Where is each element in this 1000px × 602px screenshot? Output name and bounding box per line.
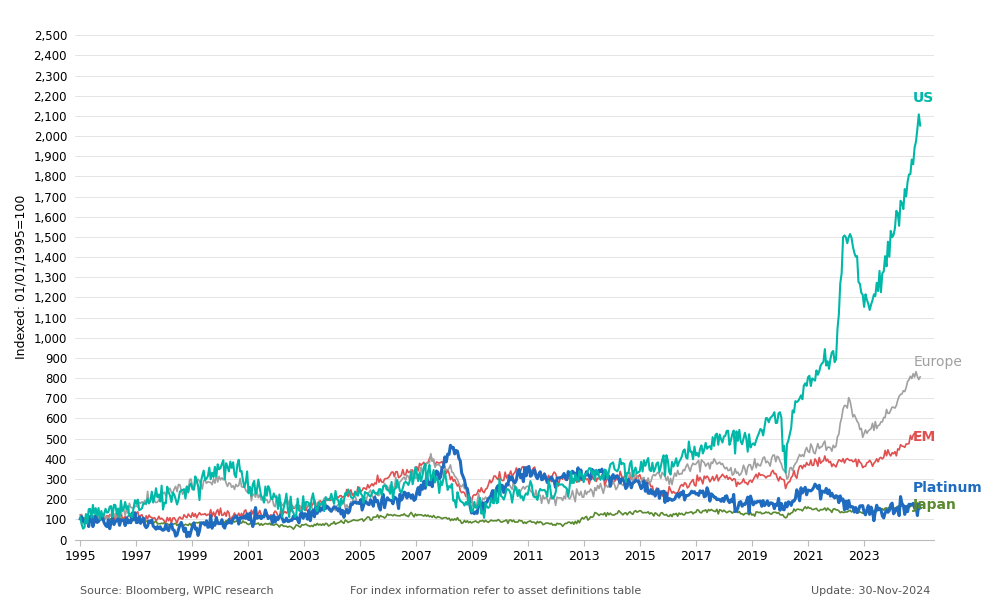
Text: Europe: Europe xyxy=(913,355,962,369)
Text: EM: EM xyxy=(913,430,936,444)
Text: US: US xyxy=(913,91,934,105)
Text: Source: Bloomberg, WPIC research: Source: Bloomberg, WPIC research xyxy=(80,586,274,596)
Text: Update: 30-Nov-2024: Update: 30-Nov-2024 xyxy=(811,586,930,596)
Text: Platinum: Platinum xyxy=(913,481,983,495)
Text: For index information refer to asset definitions table: For index information refer to asset def… xyxy=(350,586,641,596)
Text: Japan: Japan xyxy=(913,498,957,512)
Y-axis label: Indexed: 01/01/1995=100: Indexed: 01/01/1995=100 xyxy=(15,195,28,359)
